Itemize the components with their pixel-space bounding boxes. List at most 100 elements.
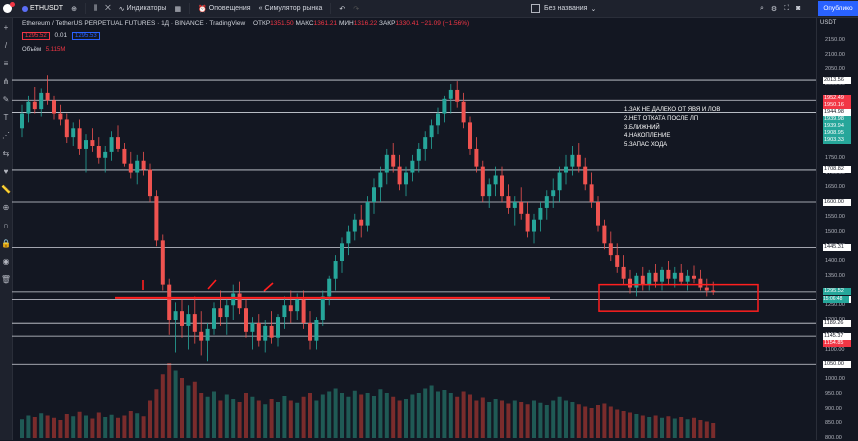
level-price-tag: 1939.98	[823, 115, 851, 123]
trash-icon[interactable]: 🗑	[0, 274, 12, 284]
volume-bar	[404, 399, 408, 438]
ethereum-icon	[22, 5, 28, 12]
crosshair-icon[interactable]: +	[3, 22, 9, 32]
zoom-in-icon[interactable]: ⊕	[2, 202, 10, 212]
axis-tick-label: 1650.00	[825, 184, 845, 191]
price-chart[interactable]	[0, 18, 816, 440]
buy-button[interactable]: 1295.53	[71, 32, 100, 40]
level-price-tag: 1944.98	[823, 108, 851, 116]
volume-bar	[372, 396, 376, 438]
volume-bar	[628, 412, 632, 438]
volume-bar	[352, 390, 357, 438]
symbol-search[interactable]: ETHUSDT	[18, 5, 67, 12]
chart-style-button[interactable]: ⫼	[90, 5, 101, 13]
volume-bar	[346, 396, 351, 438]
brush-icon[interactable]: ✎	[2, 94, 10, 104]
add-symbol-button[interactable]: ⊕	[67, 5, 81, 13]
candle-body	[263, 325, 268, 341]
candle-body	[26, 101, 31, 114]
volume-bar	[58, 420, 63, 438]
alerts-button[interactable]: ⏰ Оповещения	[194, 5, 255, 13]
volume-bar	[500, 400, 504, 438]
volume-bar	[429, 385, 434, 438]
layout-menu[interactable]: Без названия ⌄	[531, 0, 596, 17]
volume-bar	[199, 393, 204, 438]
candle-body	[608, 243, 613, 256]
volume-bar	[378, 389, 383, 438]
volume-bar	[532, 400, 536, 438]
volume-bar	[39, 413, 44, 438]
volume-bar	[340, 393, 344, 438]
volume-bar	[493, 399, 498, 438]
pattern-icon[interactable]: ⋰	[2, 130, 10, 140]
search-icon[interactable]: ⌕	[760, 4, 764, 12]
close-value: 1330.41	[395, 20, 419, 27]
volume-bar	[256, 400, 261, 438]
level-price-tag: 1939.94	[823, 122, 851, 130]
fullscreen-icon[interactable]: ⛶	[784, 4, 790, 12]
replay-button[interactable]: « Симулятор рынка	[255, 5, 327, 12]
publish-button[interactable]: Опублико	[818, 1, 858, 16]
candle-body	[244, 308, 248, 332]
candle-body	[512, 202, 517, 208]
candle-body	[461, 101, 466, 123]
volume-bar	[295, 402, 300, 438]
layout-icon	[531, 4, 540, 13]
text-icon[interactable]: T	[3, 112, 9, 122]
undo-button[interactable]: ↶	[335, 5, 349, 13]
candle-body	[256, 322, 261, 341]
high-value: 1361.21	[313, 20, 338, 27]
volume-bar	[384, 393, 389, 438]
price-axis[interactable]: USDT 2150.002100.002050.002000.001950.00…	[816, 18, 858, 441]
templates-button[interactable]: ▦	[170, 5, 185, 13]
sell-button[interactable]: 1295.52	[22, 32, 50, 40]
indicators-icon: ∿	[118, 5, 125, 13]
candle-body	[96, 145, 101, 158]
eye-icon[interactable]: ◉	[2, 256, 10, 266]
user-avatar[interactable]	[3, 2, 15, 13]
candle-body	[301, 299, 306, 323]
volume-bar	[544, 405, 549, 438]
volume-bar	[365, 393, 370, 438]
axis-tick-label: 1350.00	[825, 272, 845, 279]
candle-body	[212, 308, 216, 329]
plus-icon: ⊕	[71, 5, 77, 13]
prediction-icon[interactable]: ⇆	[2, 148, 10, 158]
horizontal-lines-icon[interactable]: ≡	[3, 58, 9, 68]
camera-icon[interactable]: ◙	[796, 5, 801, 12]
axis-tick-label: 900.00	[825, 405, 842, 412]
candle-body	[672, 272, 677, 279]
candle-body	[416, 148, 421, 161]
text-annotation[interactable]: 1.ЗАК НЕ ДАЛЕКО ОТ ЯВЯ И ЛОВ 2.НЕТ ОТКАТ…	[624, 107, 721, 149]
volume-bar	[32, 417, 37, 438]
magnet-icon[interactable]: ∩	[3, 220, 9, 230]
level-price-tag: 1952.49	[823, 94, 851, 102]
candle-body	[122, 148, 127, 164]
axis-tick-label: 2100.00	[825, 51, 845, 58]
compare-button[interactable]: ⨉	[101, 5, 115, 13]
pitchfork-icon[interactable]: ⋔	[2, 76, 10, 86]
volume-bar	[308, 393, 312, 438]
trend-line-icon[interactable]: /	[4, 40, 8, 50]
lock-icon[interactable]: 🔒	[1, 238, 11, 248]
volume-bar	[672, 418, 677, 438]
chart-title[interactable]: Ethereum / TetherUS PERPETUAL FUTURES · …	[22, 20, 246, 27]
redo-button[interactable]: ↷	[349, 5, 363, 13]
candle-body	[71, 128, 76, 138]
candle-body	[596, 202, 600, 226]
candle-body	[436, 113, 440, 126]
candle-body	[109, 137, 114, 152]
gear-icon[interactable]: ⚙	[770, 5, 778, 13]
level-price-tag: 1050.00	[823, 360, 851, 368]
volume-bar	[122, 415, 127, 438]
candle-body	[384, 154, 389, 173]
candle-body	[602, 225, 607, 244]
level-price-tag: 1189.26	[823, 319, 851, 327]
volume-bar	[506, 403, 511, 438]
volume-bar	[660, 417, 664, 438]
indicators-button[interactable]: ∿ Индикаторы	[115, 5, 171, 13]
heart-icon[interactable]: ♥	[3, 166, 9, 176]
ruler-icon[interactable]: 📏	[1, 184, 11, 194]
candle-body	[148, 169, 152, 197]
axis-tick-label: 1100.00	[825, 346, 845, 353]
